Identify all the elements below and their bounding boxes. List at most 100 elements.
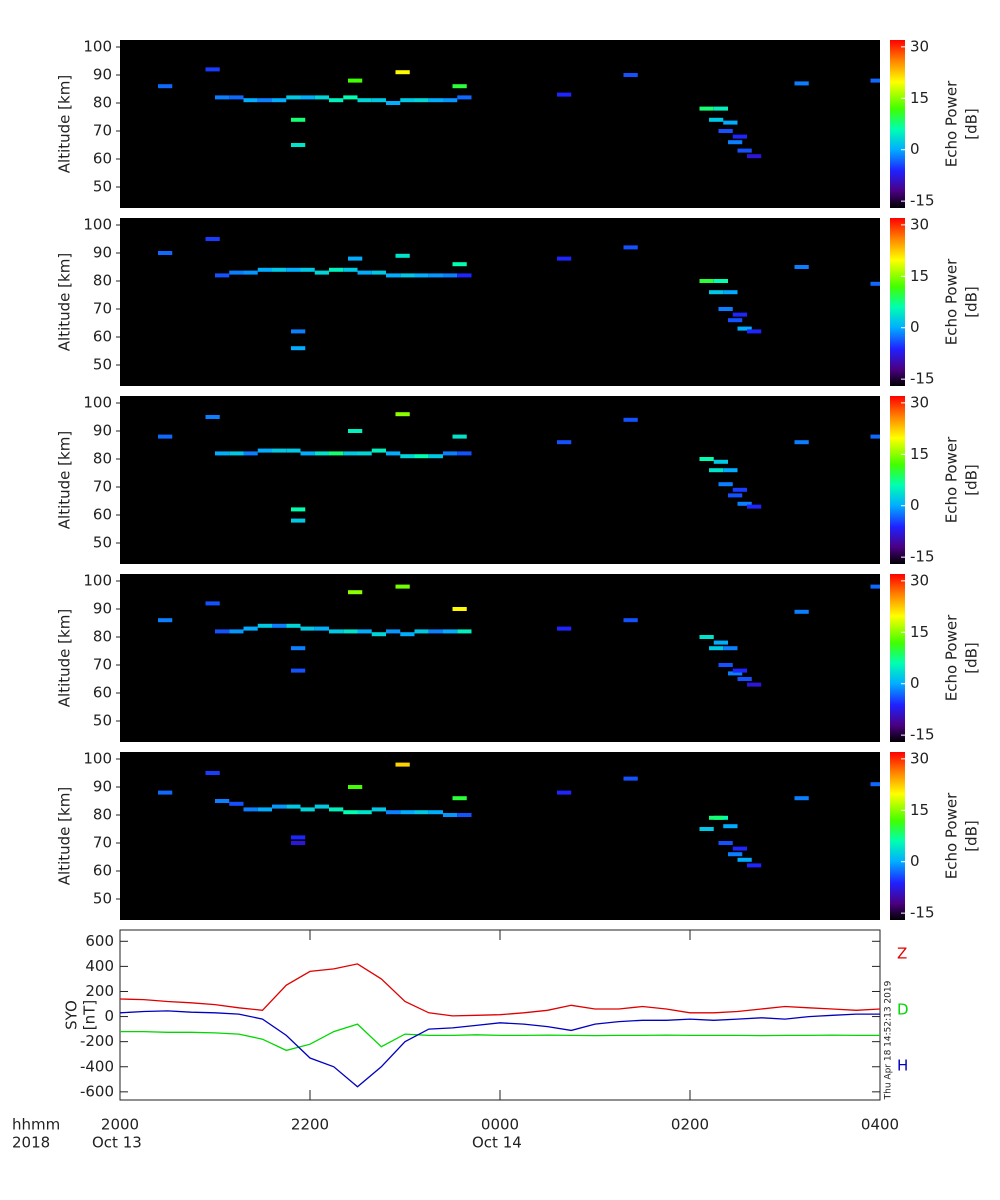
y-tick-label: 100 bbox=[83, 38, 112, 56]
echo-cell bbox=[747, 682, 762, 687]
plot-background bbox=[120, 752, 880, 920]
y-tick-label: 60 bbox=[93, 862, 112, 880]
echo-cell bbox=[623, 73, 638, 77]
colorbar-label: Echo Power bbox=[943, 258, 961, 345]
colorbar-tick-label: 30 bbox=[910, 37, 929, 55]
colorbar-label: Echo Power bbox=[943, 792, 961, 879]
echo-cell bbox=[718, 129, 733, 133]
y-axis-label: Altitude [km] bbox=[56, 787, 74, 885]
echo-cell bbox=[457, 629, 472, 634]
echo-cell bbox=[452, 796, 467, 801]
echo-cell bbox=[314, 270, 329, 275]
echo-cell bbox=[329, 267, 344, 272]
echo-cell bbox=[272, 804, 287, 809]
legend-label: Z bbox=[897, 945, 907, 963]
echo-cell bbox=[428, 98, 443, 103]
echo-cell bbox=[371, 632, 386, 637]
echo-cell bbox=[257, 623, 272, 628]
colorbar-tick-label: 15 bbox=[910, 623, 929, 641]
echo-cell bbox=[395, 253, 410, 258]
y-axis-label: [nT] bbox=[81, 1000, 99, 1030]
echo-cell bbox=[371, 270, 386, 275]
y-axis-label: Altitude [km] bbox=[56, 609, 74, 707]
echo-cell bbox=[243, 807, 258, 812]
echo-cell bbox=[291, 329, 306, 334]
echo-cell bbox=[395, 412, 410, 417]
colorbar-label: [dB] bbox=[963, 820, 981, 852]
echo-cell bbox=[400, 810, 415, 815]
echo-cell bbox=[718, 307, 733, 311]
y-tick-label: 50 bbox=[93, 356, 112, 374]
echo-cell bbox=[557, 440, 572, 445]
y-tick-label: 80 bbox=[93, 94, 112, 112]
echo-cell bbox=[723, 468, 738, 473]
echo-cell bbox=[357, 810, 372, 815]
echo-cell bbox=[229, 629, 244, 634]
echo-cell bbox=[229, 451, 244, 456]
echo-cell bbox=[452, 607, 467, 611]
colorbar-label: Echo Power bbox=[943, 80, 961, 167]
echo-cell bbox=[623, 417, 638, 422]
plot-background bbox=[120, 396, 880, 564]
y-tick-label: 200 bbox=[85, 982, 114, 1000]
x-axis-label: 2018 bbox=[12, 1134, 50, 1152]
plot-background bbox=[120, 40, 880, 208]
echo-cell bbox=[329, 451, 344, 456]
y-tick-label: 90 bbox=[93, 422, 112, 440]
echo-cell bbox=[747, 154, 762, 159]
legend-label: D bbox=[897, 1001, 909, 1019]
colorbar-label: [dB] bbox=[963, 286, 981, 318]
y-axis-label: Altitude [km] bbox=[56, 75, 74, 173]
echo-cell bbox=[205, 771, 220, 775]
echo-cell bbox=[291, 835, 306, 840]
y-tick-label: 100 bbox=[83, 572, 112, 590]
echo-cell bbox=[713, 640, 728, 645]
echo-cell bbox=[291, 646, 306, 651]
echo-cell bbox=[870, 584, 880, 589]
series-line bbox=[119, 1010, 880, 1088]
echo-cell bbox=[329, 629, 344, 634]
echo-cell bbox=[709, 290, 724, 295]
colorbar-tick-label: 0 bbox=[910, 496, 920, 514]
y-tick-label: 60 bbox=[93, 506, 112, 524]
plot-background bbox=[120, 218, 880, 386]
echo-cell bbox=[243, 451, 258, 456]
echo-cell bbox=[272, 98, 287, 103]
echo-cell bbox=[728, 318, 743, 323]
echo-cell bbox=[272, 623, 287, 628]
echo-cell bbox=[215, 629, 230, 634]
echo-cell bbox=[243, 98, 258, 103]
date-label: Oct 13 bbox=[92, 1134, 142, 1152]
echo-cell bbox=[428, 629, 443, 634]
y-tick-label: -400 bbox=[80, 1057, 114, 1075]
colorbar-tick-label: 30 bbox=[910, 393, 929, 411]
y-tick-label: 50 bbox=[93, 534, 112, 552]
echo-cell bbox=[443, 629, 458, 634]
colorbar-tick-label: -15 bbox=[910, 548, 935, 566]
echo-cell bbox=[623, 618, 638, 623]
echo-cell bbox=[400, 98, 415, 103]
echo-cell bbox=[732, 846, 747, 851]
echo-cell bbox=[357, 451, 372, 456]
y-tick-label: 50 bbox=[93, 712, 112, 730]
echo-cell bbox=[272, 448, 287, 453]
echo-cell bbox=[452, 434, 467, 439]
echo-cell bbox=[291, 117, 306, 122]
colorbar-tick-label: -15 bbox=[910, 726, 935, 744]
echo-cell bbox=[300, 451, 315, 456]
echo-cell bbox=[728, 493, 743, 498]
echo-cell bbox=[286, 804, 301, 809]
echo-cell bbox=[623, 776, 638, 781]
echo-cell bbox=[870, 281, 880, 286]
colorbar bbox=[890, 40, 905, 208]
echo-cell bbox=[400, 454, 415, 459]
echo-cell bbox=[300, 807, 315, 812]
echo-cell bbox=[286, 623, 301, 628]
colorbar-tick-label: 30 bbox=[910, 749, 929, 767]
echo-cell bbox=[215, 451, 230, 456]
colorbar-tick-label: 0 bbox=[910, 674, 920, 692]
echo-cell bbox=[205, 601, 220, 606]
y-tick-label: 50 bbox=[93, 178, 112, 196]
y-tick-label: 0 bbox=[104, 1007, 114, 1025]
